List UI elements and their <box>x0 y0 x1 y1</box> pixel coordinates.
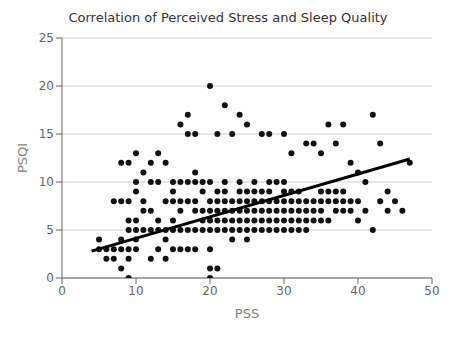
svg-text:10: 10 <box>39 175 54 189</box>
svg-text:10: 10 <box>128 284 143 298</box>
svg-text:PSQI: PSQI <box>15 143 30 173</box>
svg-text:20: 20 <box>39 79 54 93</box>
svg-text:15: 15 <box>39 127 54 141</box>
svg-text:30: 30 <box>276 284 291 298</box>
svg-text:20: 20 <box>202 284 217 298</box>
svg-text:25: 25 <box>39 31 54 45</box>
svg-text:40: 40 <box>350 284 365 298</box>
svg-text:50: 50 <box>424 284 439 298</box>
svg-text:5: 5 <box>46 223 54 237</box>
svg-text:PSS: PSS <box>235 306 259 321</box>
html-text:Correlation of Perceived Stres: Correlation of Perceived Stress and Slee… <box>68 10 388 25</box>
svg-text:0: 0 <box>58 284 66 298</box>
svg-text:0: 0 <box>46 271 54 285</box>
